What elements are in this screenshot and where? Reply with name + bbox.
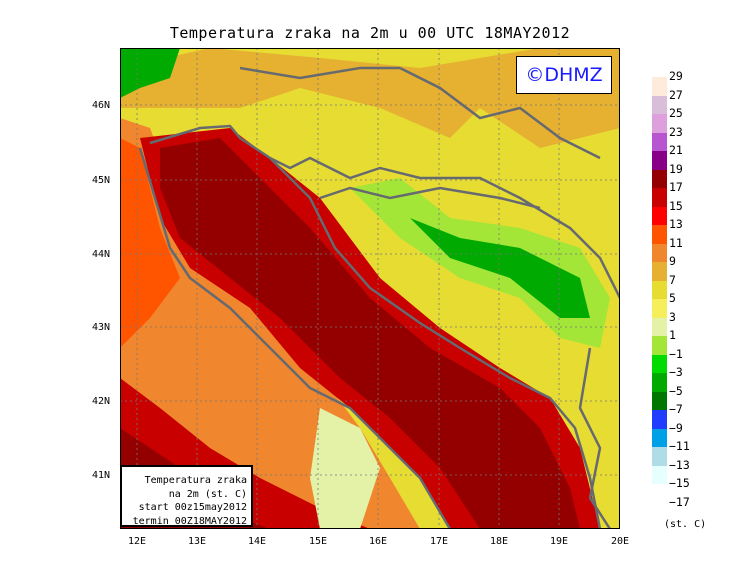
legend-label: 17 [669, 180, 683, 194]
legend-color-box [652, 132, 667, 151]
legend-color-box [652, 114, 667, 133]
legend-label: −13 [669, 457, 690, 472]
pale-south-italy [310, 408, 380, 529]
warm-land-orange [120, 48, 620, 148]
legend-label: −1 [669, 346, 683, 361]
lat-label: 46N [92, 100, 111, 111]
legend-color-box [652, 206, 667, 225]
gridlines [120, 48, 620, 529]
legend-color-box [652, 225, 667, 244]
legend-label: 19 [669, 161, 683, 176]
legend-label: 5 [669, 291, 676, 305]
lon-label: 12E [127, 536, 147, 547]
legend-color-box [652, 428, 667, 447]
legend-label: −3 [669, 365, 683, 379]
legend-label: 11 [669, 235, 683, 250]
legend-color-box [652, 336, 667, 355]
lon-label: 15E [308, 536, 328, 547]
legend-label: 1 [669, 328, 676, 342]
lat-label: 41N [92, 470, 111, 481]
info-box: Temperatura zraka na 2m (st. C) start 00… [120, 465, 253, 527]
dhmz-logo: ©DHMZ [516, 56, 612, 94]
legend-label: −5 [669, 383, 683, 398]
legend-label: −7 [669, 402, 683, 416]
lon-label: 16E [368, 536, 388, 547]
legend-color-box [652, 410, 667, 429]
legend-color-box [652, 373, 667, 392]
lat-label: 42N [92, 396, 111, 407]
legend-label: −11 [669, 439, 690, 453]
legend-label: −17 [669, 494, 690, 509]
legend-label: 9 [669, 254, 676, 268]
coastlines-borders [138, 66, 620, 529]
lat-label: 43N [92, 322, 111, 333]
legend-label: −15 [669, 476, 690, 490]
legend-color-box [652, 243, 667, 262]
lon-label: 19E [549, 536, 569, 547]
info-line: na 2m (st. C) [168, 488, 247, 500]
legend-color-box [652, 391, 667, 410]
legend-color-box [652, 77, 667, 96]
info-line: termin 00Z18MAY2012 [132, 515, 247, 527]
lat-label: 45N [92, 175, 111, 186]
legend-label: 25 [669, 106, 683, 120]
dinaric-darkgreen [410, 218, 590, 318]
legend-color-box [652, 447, 667, 466]
legend-color-box [652, 95, 667, 114]
legend-color-box [652, 262, 667, 281]
legend-color-box [652, 169, 667, 188]
legend-color-box [652, 317, 667, 336]
lon-label: 18E [489, 536, 509, 547]
legend-color-box [652, 280, 667, 299]
legend-label: 7 [669, 272, 676, 287]
legend-color-box [652, 188, 667, 207]
lat-label: 44N [92, 249, 111, 260]
legend-label: 21 [669, 143, 683, 157]
legend-label: 29 [669, 69, 683, 83]
legend-color-box [652, 465, 667, 484]
legend-color-box [652, 299, 667, 318]
legend-color-box [652, 151, 667, 170]
legend-label: 15 [669, 198, 683, 213]
lon-label: 14E [247, 536, 267, 547]
legend-units: (st. C) [664, 519, 707, 530]
temperature-map [120, 48, 620, 529]
legend-label: −9 [669, 420, 683, 435]
legend-label: 3 [669, 309, 676, 324]
lon-label: 17E [429, 536, 449, 547]
map-title: Temperatura zraka na 2m u 00 UTC 18MAY20… [169, 24, 571, 42]
legend-label: 13 [669, 217, 683, 231]
adriatic-darkred [160, 138, 580, 529]
italy-red [120, 138, 180, 348]
lon-label: 13E [187, 536, 207, 547]
cold-north-green [120, 48, 180, 98]
lon-label: 20E [610, 536, 630, 547]
info-line: Temperatura zraka [144, 475, 247, 486]
legend-color-box [652, 354, 667, 373]
info-line: start 00z15may2012 [138, 502, 247, 513]
legend-label: 23 [669, 124, 683, 139]
legend-label: 27 [669, 87, 683, 102]
